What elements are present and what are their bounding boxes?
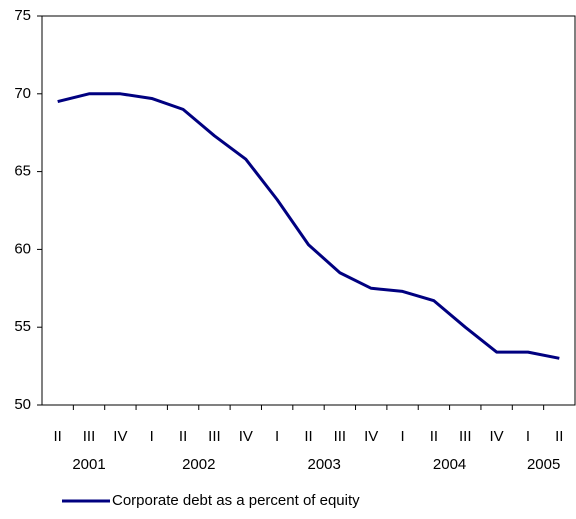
y-tick-label: 50 (14, 396, 31, 413)
x-tick-label: III (334, 428, 347, 445)
x-tick-label: IV (490, 428, 504, 445)
year-label: 2004 (433, 456, 466, 473)
x-tick-label: III (83, 428, 96, 445)
x-tick-label: IV (239, 428, 253, 445)
x-tick-label: II (555, 428, 563, 445)
x-tick-label: I (526, 428, 530, 445)
year-label: 2002 (182, 456, 215, 473)
x-tick-label: III (208, 428, 221, 445)
legend-label: Corporate debt as a percent of equity (112, 492, 360, 509)
x-tick-label: I (275, 428, 279, 445)
y-tick-label: 70 (14, 85, 31, 102)
plot-frame (41, 15, 576, 406)
y-tick-label: 55 (14, 318, 31, 335)
y-tick-label: 65 (14, 163, 31, 180)
x-tick-label: II (304, 428, 312, 445)
x-tick-label: IV (113, 428, 127, 445)
x-tick-label: II (430, 428, 438, 445)
year-label: 2005 (527, 456, 560, 473)
year-label: 2001 (72, 456, 105, 473)
y-tick-label: 60 (14, 240, 31, 257)
x-tick-label: IV (364, 428, 378, 445)
y-tick-label: 75 (14, 7, 31, 24)
x-tick-label: II (54, 428, 62, 445)
x-tick-label: I (150, 428, 154, 445)
x-tick-label: III (459, 428, 472, 445)
x-tick-label: I (400, 428, 404, 445)
year-label: 2003 (307, 456, 340, 473)
data-line (57, 92, 560, 360)
x-tick-label: II (179, 428, 187, 445)
